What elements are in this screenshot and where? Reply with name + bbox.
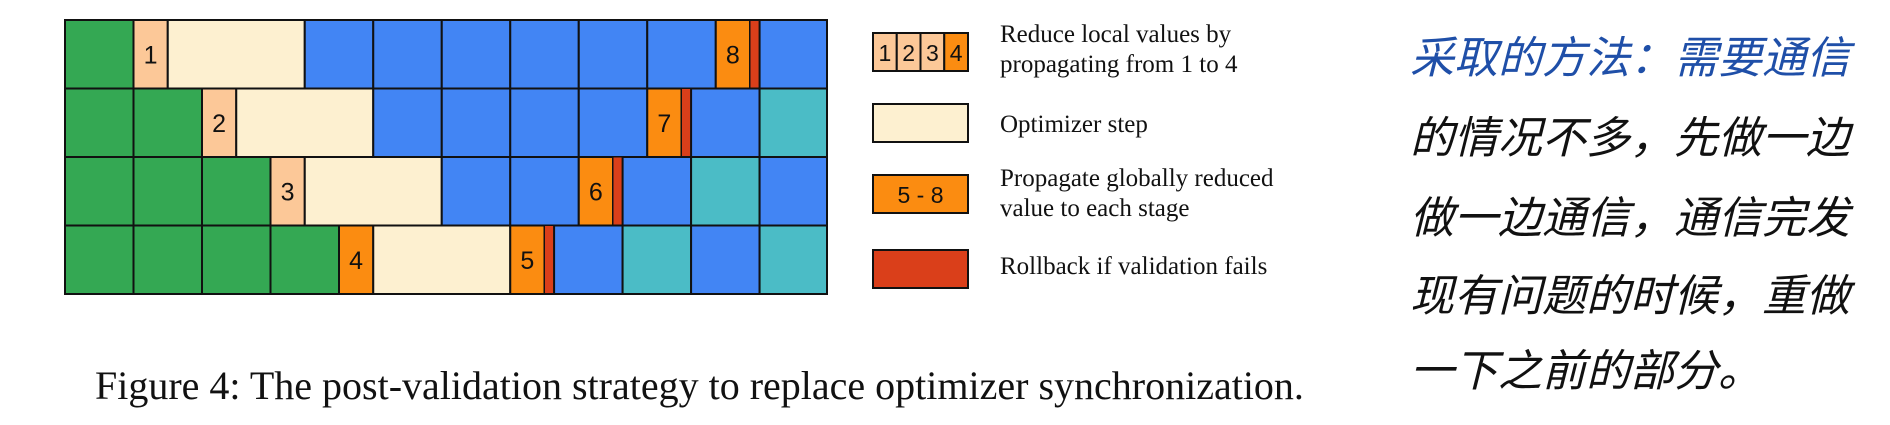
backward-block (440, 156, 512, 227)
wait-block (758, 224, 829, 295)
backward-block (690, 224, 761, 295)
backward-block (440, 19, 512, 90)
legend-swatch-rollback (872, 249, 969, 289)
legend-optimizer-text: Optimizer step (1000, 111, 1148, 138)
step-number-label: 2 (212, 110, 226, 138)
handwritten-note-line-3: 做一边通信，通信完发 (1410, 193, 1850, 244)
backward-block (509, 156, 580, 227)
legend-reduce-text: Reduce local values by propagating from … (1000, 20, 1237, 80)
backward-block (372, 19, 443, 90)
backward-block (758, 156, 829, 227)
rollback-block (681, 88, 692, 158)
propagate-block (338, 224, 375, 295)
legend-reduce-cell-label: 2 (902, 40, 915, 66)
step-number-label: 5 (520, 247, 534, 275)
optimizer-block (303, 156, 443, 227)
wait-block (690, 156, 761, 227)
forward-block (132, 224, 203, 295)
step-number-label: 1 (144, 41, 158, 69)
backward-block (577, 87, 649, 158)
backward-block (440, 87, 512, 158)
rollback-block (749, 19, 761, 89)
backward-block (372, 87, 443, 158)
legend-propagate-label: 5 - 8 (897, 182, 943, 208)
handwritten-note-line-5: 一下之前的部分。 (1410, 346, 1762, 397)
handwritten-note-line-2: 的情况不多，先做一边 (1410, 113, 1850, 164)
pipeline-border (64, 19, 828, 295)
forward-block (64, 156, 135, 227)
figure-caption: Figure 4: The post-validation strategy t… (95, 363, 1304, 408)
legend-swatch-propagate: 5 - 8 (872, 174, 969, 214)
forward-block (132, 156, 203, 227)
legend-swatch-optimizer (872, 103, 969, 143)
step-number-label: 8 (726, 41, 740, 69)
handwritten-note-line-4: 现有问题的时候，重做 (1410, 271, 1850, 322)
forward-block (132, 87, 203, 158)
backward-block (646, 19, 717, 90)
backward-block (509, 19, 580, 90)
optimizer-block (235, 87, 375, 158)
backward-block (509, 87, 580, 158)
optimizer-block (166, 19, 306, 90)
legend-propagate-rect (872, 174, 969, 214)
legend-reduce-cell-label: 3 (926, 40, 939, 66)
forward-block (64, 19, 135, 90)
step-number-label: 3 (281, 178, 295, 206)
legend-propagate-text: Propagate globally reduced value to each… (1000, 164, 1274, 224)
backward-block (303, 19, 375, 90)
backward-block (577, 19, 649, 90)
legend-reduce-cell-label: 1 (878, 40, 891, 66)
forward-block (64, 224, 135, 295)
backward-block (553, 224, 624, 295)
legend-rollback-text: Rollback if validation fails (1000, 253, 1268, 280)
wait-block (758, 87, 829, 158)
propagate-block (646, 87, 683, 158)
backward-block (758, 19, 829, 90)
backward-block (621, 156, 693, 227)
step-number-label: 6 (589, 178, 603, 206)
wait-block (621, 224, 693, 295)
legend-reduce-line1: Reduce local values by (1000, 21, 1232, 48)
legend-reduce-cell (943, 32, 969, 72)
rollback-block (612, 156, 624, 226)
forward-block (269, 224, 340, 295)
forward-block (64, 87, 135, 158)
pipeline-grid: 1 82 73 64 5 (64, 19, 829, 295)
forward-block (201, 224, 272, 295)
step-number-label: 4 (349, 247, 363, 275)
backward-block (690, 87, 761, 158)
forward-block (201, 156, 272, 227)
legend-reduce-cell-label: 4 (950, 40, 963, 66)
optimizer-block (372, 224, 512, 295)
step-number-label: 7 (657, 110, 671, 138)
handwritten-note-line-1: 采取的方法：需要通信 (1410, 33, 1850, 84)
legend-swatches: 1 2 3 4 5 - 8 (872, 32, 969, 289)
legend-propagate-line1: Propagate globally reduced (1000, 165, 1274, 192)
rollback-block (544, 225, 555, 295)
legend-reduce-line2: propagating from 1 to 4 (1000, 51, 1238, 78)
legend-propagate-line2: value to each stage (1000, 195, 1190, 222)
